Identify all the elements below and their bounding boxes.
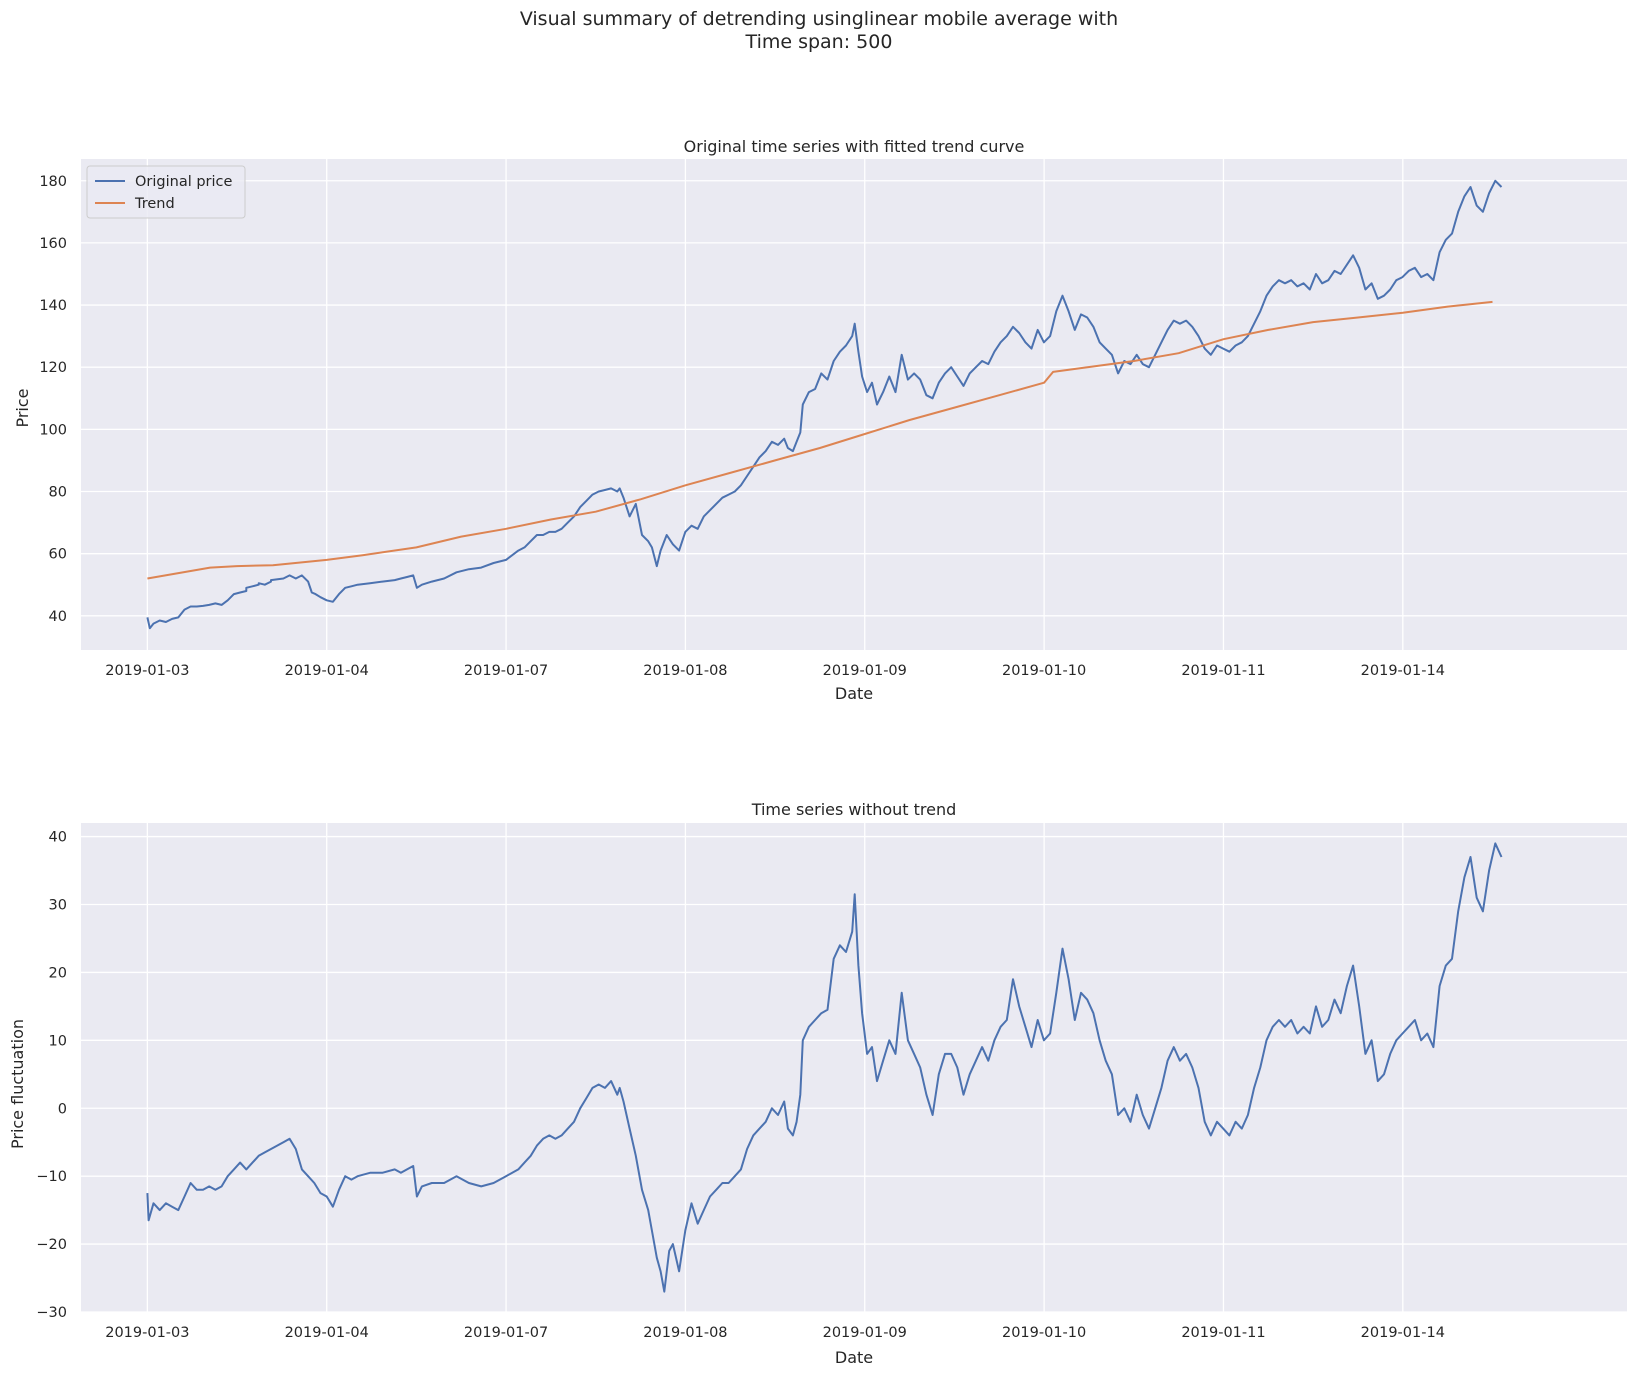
top-axes-background [81,159,1627,650]
top-chart-ylabel: Price [13,388,32,427]
top-x-tick-label: 2019-01-04 [285,663,369,679]
top-x-tick-label: 2019-01-08 [643,663,727,679]
bottom-y-tick-label: 10 [49,1033,67,1049]
top-y-tick-label: 80 [49,485,67,501]
bottom-chart-xlabel: Date [835,1348,873,1367]
bottom-y-tick-label: 20 [49,965,67,981]
bottom-x-tick-label: 2019-01-09 [823,1325,907,1341]
bottom-x-tick-label: 2019-01-14 [1361,1325,1445,1341]
top-legend-frame [86,165,246,219]
top-y-tick-label: 140 [39,298,67,314]
top-legend: Original price Trend [86,165,246,219]
top-x-tick-label: 2019-01-14 [1361,663,1445,679]
bottom-x-tick-label: 2019-01-08 [643,1325,727,1341]
top-y-tick-label: 60 [49,547,67,563]
top-x-tick-label: 2019-01-10 [1002,663,1086,679]
top-y-tick-label: 180 [39,174,67,190]
bottom-x-tick-label: 2019-01-07 [464,1325,548,1341]
bottom-y-tick-label: −20 [36,1237,67,1253]
bottom-y-tick-label: 40 [49,830,67,846]
top-chart-xlabel: Date [835,684,873,700]
bottom-chart-ylabel: Price fluctuation [8,1019,27,1149]
figure-title-line-1: Visual summary of detrending usinglinear… [519,8,1119,30]
bottom-chart-title: Time series without trend [751,800,957,819]
bottom-x-tick-label: 2019-01-11 [1181,1325,1265,1341]
top-x-tick-label: 2019-01-03 [105,663,189,679]
bottom-y-tick-label: −10 [36,1169,67,1185]
top-chart-title: Original time series with fitted trend c… [684,137,1025,156]
bottom-x-tick-label: 2019-01-03 [105,1325,189,1341]
bottom-y-tick-label: −30 [36,1305,67,1321]
top-x-tick-label: 2019-01-11 [1181,663,1265,679]
top-series-trend [147,300,1493,580]
top-series-original-price [146,179,1503,630]
top-y-tick-label: 100 [39,422,67,438]
top-y-tick-label: 120 [39,360,67,376]
top-legend-label: Trend [134,196,175,212]
top-plot-area [81,159,1627,650]
top-legend-label: Original price [135,174,233,190]
top-x-tick-label: 2019-01-07 [464,663,548,679]
top-x-tick-label: 2019-01-09 [823,663,907,679]
top-chart: Original time series with fitted trend c… [13,137,1627,700]
bottom-x-tick-label: 2019-01-04 [285,1325,369,1341]
bottom-plot-area [81,823,1627,1313]
figure-title-line-2: Time span: 500 [745,31,893,53]
bottom-x-tick-label: 2019-01-10 [1002,1325,1086,1341]
bottom-y-tick-label: 0 [58,1101,67,1117]
top-y-tick-label: 40 [49,609,67,625]
bottom-series-detrended [146,842,1503,1293]
bottom-y-tick-label: 30 [49,898,67,914]
top-y-tick-label: 160 [39,236,67,252]
